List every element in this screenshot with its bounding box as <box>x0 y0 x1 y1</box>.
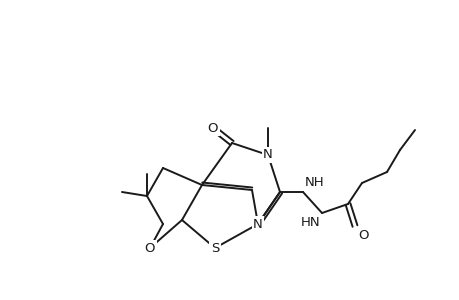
Text: HN: HN <box>300 216 319 229</box>
Text: O: O <box>207 122 218 134</box>
Text: S: S <box>210 242 218 254</box>
Text: N: N <box>252 218 262 230</box>
Text: O: O <box>357 229 368 242</box>
Text: N: N <box>263 148 272 161</box>
Text: NH: NH <box>304 176 324 189</box>
Text: O: O <box>145 242 155 254</box>
